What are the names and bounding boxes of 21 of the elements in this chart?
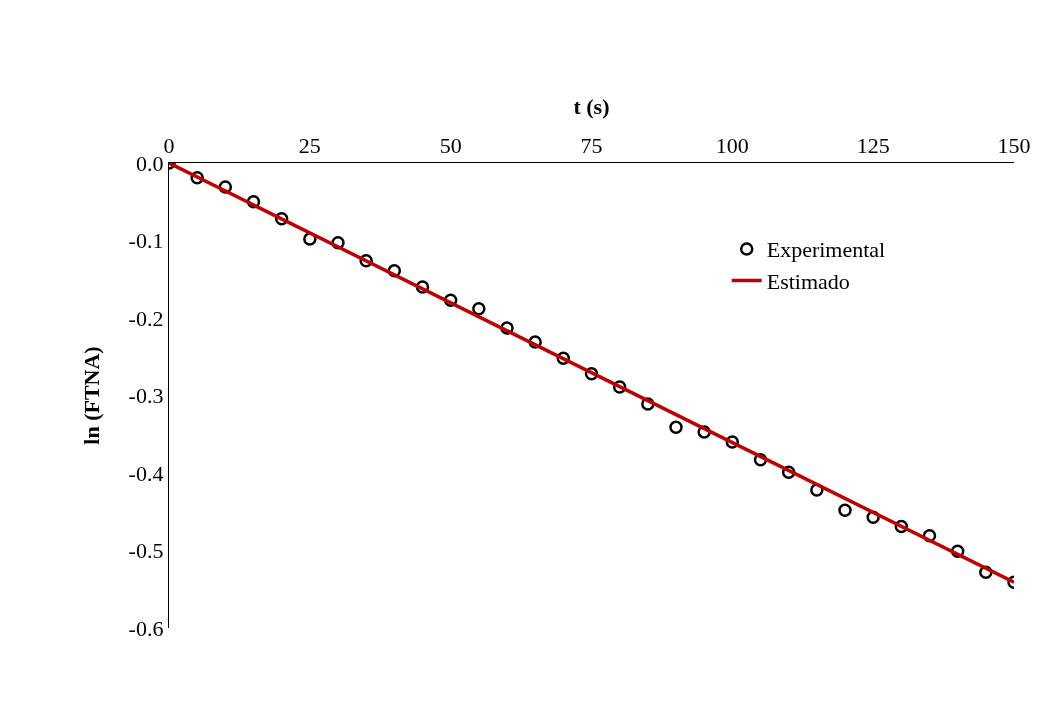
x-tick-label: 100: [715, 133, 749, 159]
legend-label: Estimado: [766, 269, 850, 295]
x-axis-title: t (s): [573, 93, 610, 119]
point: [472, 301, 486, 316]
y-tick-label: -0.3: [128, 383, 164, 409]
y-tick-label: 0.0: [135, 150, 164, 176]
x-tick-label: 25: [298, 133, 321, 159]
y-tick-label: -0.5: [128, 538, 164, 564]
y-tick-label: -0.4: [128, 460, 164, 486]
y-tick-label: -0.1: [128, 228, 164, 254]
y-axis-title: ln (FTNA): [79, 346, 105, 445]
y-tick-label: -0.6: [128, 615, 164, 641]
x-tick-label: 75: [580, 133, 603, 159]
y-tick-label: -0.2: [128, 305, 164, 331]
x-tick-label: 0: [163, 133, 175, 159]
x-tick-label: 50: [439, 133, 462, 159]
x-tick-label: 125: [856, 133, 890, 159]
legend-label: Experimental: [766, 237, 886, 263]
point: [838, 503, 852, 517]
x-tick-label: 150: [997, 133, 1031, 159]
point: [669, 420, 683, 435]
